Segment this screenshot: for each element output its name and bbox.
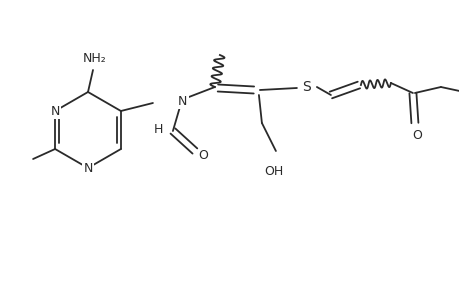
Text: N: N xyxy=(178,94,187,107)
Text: S: S xyxy=(302,80,311,94)
Text: NH₂: NH₂ xyxy=(83,52,106,64)
Text: O: O xyxy=(197,148,207,161)
Text: OH: OH xyxy=(264,164,283,178)
Text: N: N xyxy=(50,104,60,118)
Text: H: H xyxy=(154,122,163,136)
Text: O: O xyxy=(411,128,421,142)
Text: N: N xyxy=(83,161,92,175)
